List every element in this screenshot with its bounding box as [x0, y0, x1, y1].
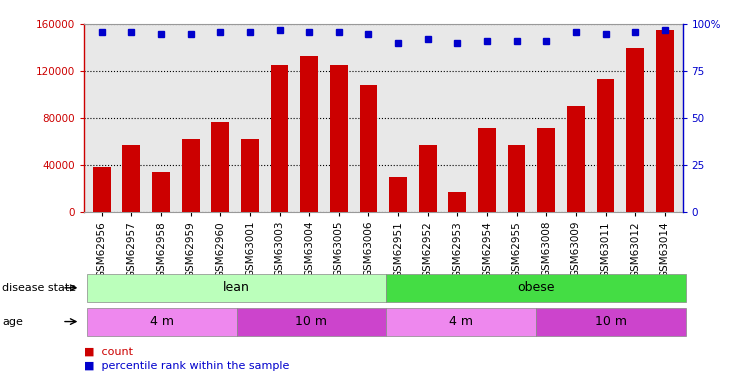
Text: ■  count: ■ count — [84, 346, 133, 356]
Bar — [478, 128, 496, 212]
Bar — [626, 48, 644, 212]
Bar — [507, 145, 526, 212]
Bar — [330, 65, 347, 212]
Text: disease state: disease state — [2, 283, 77, 293]
Text: age: age — [2, 316, 23, 327]
Bar — [537, 128, 555, 212]
Bar — [656, 30, 674, 212]
Text: 4 m: 4 m — [150, 315, 174, 328]
Bar — [300, 56, 318, 212]
Bar — [152, 172, 170, 212]
Bar — [567, 106, 585, 212]
Bar — [448, 192, 466, 212]
Bar — [182, 139, 199, 212]
Bar — [271, 65, 288, 212]
Text: lean: lean — [223, 281, 250, 294]
Bar — [360, 86, 377, 212]
Text: 10 m: 10 m — [595, 315, 627, 328]
Bar — [241, 139, 259, 212]
Bar — [212, 122, 229, 212]
Text: obese: obese — [517, 281, 555, 294]
Bar — [93, 167, 111, 212]
Bar — [389, 177, 407, 212]
Bar — [596, 80, 615, 212]
Text: 10 m: 10 m — [296, 315, 328, 328]
Text: 4 m: 4 m — [449, 315, 473, 328]
Bar — [123, 145, 140, 212]
Text: ■  percentile rank within the sample: ■ percentile rank within the sample — [84, 361, 289, 371]
Bar — [419, 145, 437, 212]
